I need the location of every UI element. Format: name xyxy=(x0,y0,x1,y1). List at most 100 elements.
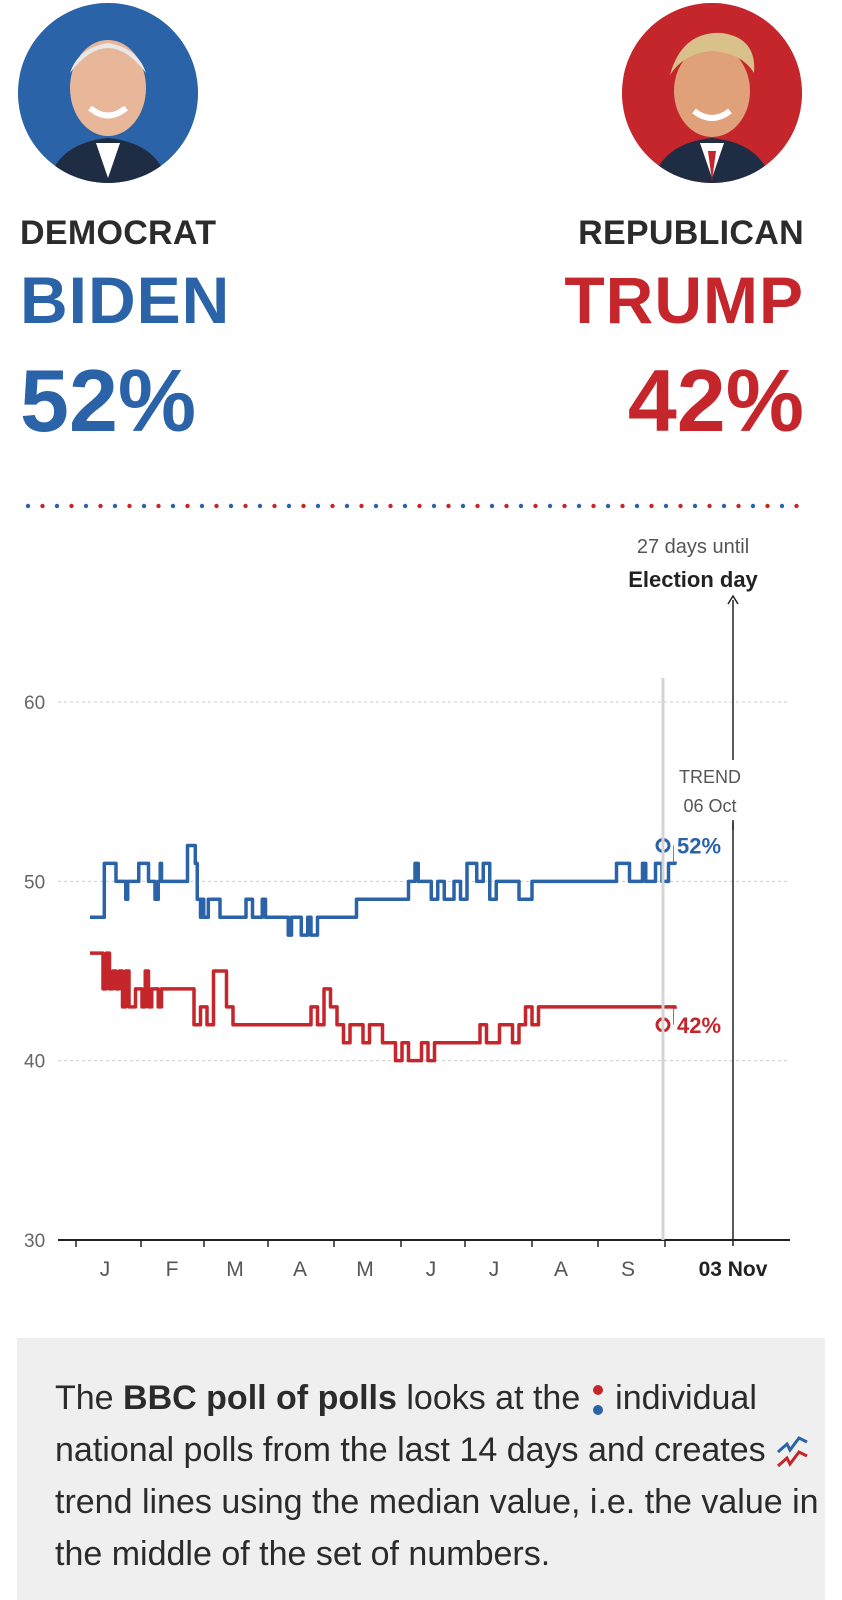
divider-dot xyxy=(373,503,379,509)
divider-dot xyxy=(402,503,408,509)
trend-lines-icon xyxy=(777,1436,808,1468)
divider-dot xyxy=(533,503,538,509)
democrat-party-label: DEMOCRAT xyxy=(20,214,217,252)
info-text-bold: BBC poll of polls xyxy=(123,1379,397,1417)
divider-dot xyxy=(98,503,103,509)
trump-name: TRUMP xyxy=(564,263,804,337)
divider-dot xyxy=(750,503,756,509)
info-text: The BBC poll of polls looks at the indiv… xyxy=(55,1372,825,1580)
trump-percentage: 42% xyxy=(627,351,804,450)
divider-dot xyxy=(301,503,306,509)
trump-portrait xyxy=(622,3,802,183)
x-tick-label: A xyxy=(293,1258,307,1281)
portrait-photo-icon xyxy=(18,3,198,183)
divider-dot xyxy=(794,503,799,509)
divider-dot xyxy=(620,503,625,509)
divider-dot xyxy=(591,503,596,509)
divider-dot xyxy=(330,503,335,509)
trend-label: TREND xyxy=(679,767,741,787)
info-text-part: looks at the xyxy=(396,1379,590,1417)
x-tick-label: A xyxy=(554,1258,568,1281)
trump-end-label: 42% xyxy=(677,1013,721,1038)
x-tick-label: J xyxy=(426,1258,437,1281)
divider-dot xyxy=(504,503,509,509)
y-tick-label: 50 xyxy=(24,872,45,893)
divider-dot xyxy=(170,503,176,509)
divider-dot xyxy=(141,503,147,509)
chart-annotations: 27 days until Election day TREND 06 Oct xyxy=(628,536,759,1246)
divider-dot xyxy=(359,503,364,509)
x-tick-label: J xyxy=(100,1258,111,1281)
x-tick-label: J xyxy=(489,1258,500,1281)
divider-dot xyxy=(649,503,654,509)
trump-trend-line xyxy=(90,951,677,1063)
divider-dot xyxy=(765,503,770,509)
divider-dot xyxy=(547,503,553,509)
divider-dot xyxy=(315,503,321,509)
divider-dot xyxy=(417,503,422,509)
divider-dot xyxy=(562,503,567,509)
divider-dot xyxy=(83,503,89,509)
divider-dot xyxy=(446,503,451,509)
divider-dot xyxy=(460,503,466,509)
divider-dot xyxy=(156,503,161,509)
trump-label-bg xyxy=(674,1008,738,1041)
x-tick-label: 03 Nov xyxy=(699,1258,768,1281)
election-arrow-head xyxy=(727,594,739,605)
divider-dot xyxy=(576,503,582,509)
divider-dot xyxy=(736,503,741,509)
info-text-part: individual national polls from the last … xyxy=(55,1379,776,1469)
dotted-divider xyxy=(25,503,799,509)
y-tick-label: 60 xyxy=(24,693,45,714)
x-tick-label: M xyxy=(356,1258,374,1281)
divider-dot xyxy=(185,503,190,509)
y-tick-label: 40 xyxy=(24,1052,45,1073)
poll-dots-icon xyxy=(592,1385,603,1416)
info-text-part: trend lines using the median value, i.e.… xyxy=(55,1483,819,1573)
divider-dot xyxy=(707,503,712,509)
biden-percentage: 52% xyxy=(20,351,197,450)
biden-name: BIDEN xyxy=(20,263,231,337)
x-tick-label: S xyxy=(621,1258,635,1281)
info-box: The BBC poll of polls looks at the indiv… xyxy=(17,1338,825,1600)
biden-portrait xyxy=(18,3,198,183)
divider-dot xyxy=(25,503,31,509)
biden-end-label: 52% xyxy=(677,833,721,858)
divider-dot xyxy=(692,503,698,509)
divider-dot xyxy=(678,503,683,509)
trend-lines: 52% 42% xyxy=(90,829,738,1063)
x-tick-label: F xyxy=(166,1258,179,1281)
y-tick-label: 30 xyxy=(24,1231,45,1252)
divider-dot xyxy=(69,503,74,509)
divider-dot xyxy=(388,503,393,509)
divider-dot xyxy=(779,503,785,509)
trend-date: 06 Oct xyxy=(683,796,736,816)
divider-dot xyxy=(475,503,480,509)
biden-label-bg xyxy=(674,829,738,862)
portrait-photo-icon xyxy=(622,3,802,183)
divider-dot xyxy=(127,503,132,509)
republican-party-label: REPUBLICAN xyxy=(578,214,804,252)
divider-dot xyxy=(199,503,205,509)
trend-label-bg xyxy=(672,760,752,820)
divider-dot xyxy=(605,503,611,509)
divider-dot xyxy=(286,503,292,509)
divider-dot xyxy=(518,503,524,509)
divider-dot xyxy=(257,503,263,509)
divider-dot xyxy=(272,503,277,509)
divider-dot xyxy=(228,503,234,509)
divider-dot xyxy=(489,503,495,509)
divider-dot xyxy=(54,503,60,509)
election-countdown-text: 27 days until xyxy=(637,536,749,558)
divider-dot xyxy=(721,503,727,509)
biden-trend-line xyxy=(90,843,677,937)
divider-dot xyxy=(431,503,437,509)
divider-dot xyxy=(344,503,350,509)
info-text-part: The xyxy=(55,1379,124,1417)
divider-dot xyxy=(112,503,118,509)
x-tick-label: M xyxy=(226,1258,244,1281)
chart-grid: 30 40 50 60 J F M A M J J A S 03 Nov xyxy=(24,693,790,1281)
divider-dot xyxy=(663,503,669,509)
divider-dot xyxy=(243,503,248,509)
election-day-text: Election day xyxy=(628,567,758,592)
